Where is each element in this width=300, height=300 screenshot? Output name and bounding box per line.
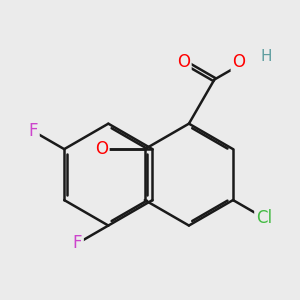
- Text: O: O: [232, 53, 245, 71]
- Text: F: F: [73, 234, 82, 252]
- Text: O: O: [177, 53, 190, 71]
- Text: Cl: Cl: [256, 209, 272, 227]
- Text: O: O: [95, 140, 108, 158]
- Text: F: F: [28, 122, 38, 140]
- Text: H: H: [261, 49, 272, 64]
